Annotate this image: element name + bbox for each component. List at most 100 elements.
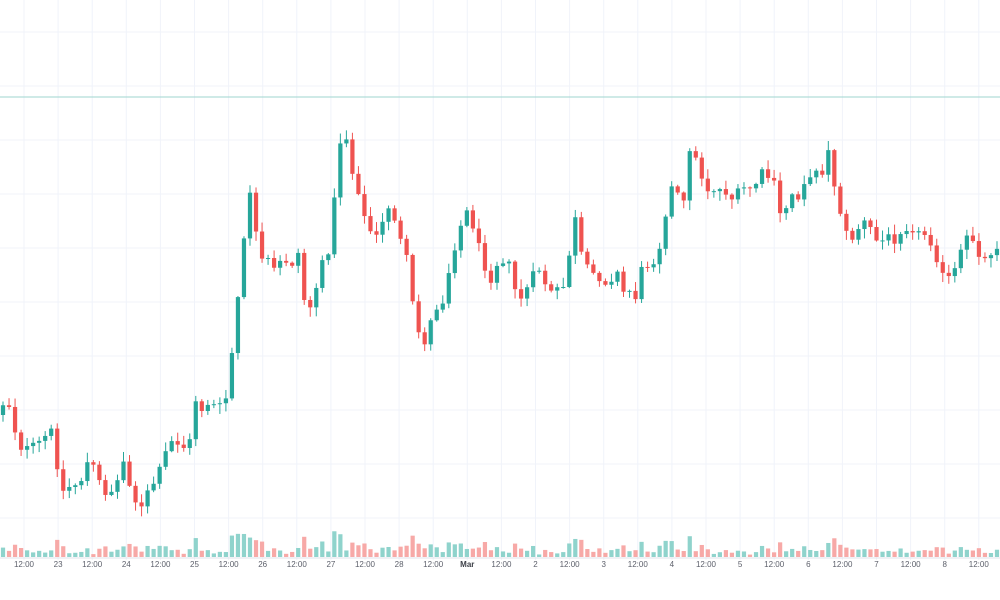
volume-bar (422, 548, 427, 557)
candle-body (193, 401, 198, 440)
candle-body (356, 173, 361, 195)
volume-bar (91, 554, 96, 557)
candle-body (49, 428, 54, 436)
volume-bar (693, 551, 698, 557)
candle-body (31, 442, 36, 447)
candle (952, 261, 957, 283)
volume-bar (55, 539, 60, 557)
volume-bar (958, 547, 963, 557)
candle-body (500, 263, 506, 266)
candle-body (259, 231, 265, 259)
volume-bar (79, 551, 84, 557)
volume-bar (904, 552, 909, 557)
candle (826, 141, 831, 182)
candle-body (657, 248, 662, 265)
candle-body (404, 238, 409, 255)
volume-bar (25, 550, 30, 557)
candle (753, 182, 759, 193)
candle (735, 184, 741, 204)
candle (916, 227, 921, 240)
volume-bar (284, 553, 289, 557)
volume-bar (525, 550, 530, 557)
candle-body (561, 286, 566, 288)
candle-body (43, 435, 48, 441)
candle (338, 133, 343, 206)
candle (392, 205, 397, 223)
candle (109, 484, 114, 497)
volume-bar (458, 543, 463, 557)
candle-body (506, 261, 512, 264)
volume-bar (537, 554, 542, 557)
candle (476, 218, 482, 252)
volume-bar (187, 549, 192, 557)
candle-body (211, 404, 216, 406)
volume-bar (229, 535, 235, 557)
candle (253, 187, 259, 241)
candle (362, 185, 367, 224)
x-tick-label: 28 (395, 560, 404, 569)
candle (976, 233, 982, 265)
candle (633, 282, 638, 304)
candle (410, 253, 415, 305)
volume-bar (476, 547, 482, 557)
candle-body (868, 220, 873, 228)
volume-bar (139, 551, 144, 557)
volume-bar (723, 550, 729, 557)
x-tick-label: 12:00 (423, 560, 444, 569)
candle-body (790, 194, 795, 209)
candle-body (850, 230, 855, 240)
candle-body (229, 353, 235, 399)
candle-body (163, 451, 168, 467)
candle-body (61, 469, 66, 491)
candle (205, 399, 210, 415)
candle-body (18, 432, 24, 450)
candle-body (621, 271, 626, 292)
candle (247, 185, 253, 246)
candle (898, 231, 903, 251)
volume-bar (790, 548, 795, 557)
volume-bar (506, 552, 512, 557)
volume-bar (567, 543, 572, 557)
candle (380, 213, 385, 243)
x-tick-label: 12:00 (628, 560, 649, 569)
volume-bar (0, 547, 6, 557)
volume-bar (555, 553, 560, 557)
candle (470, 204, 475, 233)
candle (302, 248, 307, 305)
candle-body (958, 249, 963, 269)
candle (687, 148, 692, 211)
volume-bar (561, 552, 566, 557)
candle-body (217, 403, 222, 405)
candle-body (247, 192, 253, 239)
volume-bar (12, 544, 18, 557)
candle-body (970, 235, 975, 242)
volume-bar (404, 545, 409, 557)
candle (856, 224, 861, 245)
candle (139, 494, 144, 517)
volume-bar (892, 551, 897, 557)
candle (693, 146, 698, 161)
candle-body (175, 441, 180, 445)
candle-body (609, 281, 614, 285)
volume-bar (814, 551, 819, 557)
candle (681, 191, 686, 209)
volume-bar (223, 552, 229, 557)
candle-body (458, 225, 463, 251)
volume-bar (326, 551, 331, 557)
candle-body (488, 270, 494, 283)
candle-body (862, 220, 867, 230)
candle-body (290, 262, 295, 266)
volume-bar (452, 544, 457, 557)
candle-body (115, 480, 120, 492)
candle (259, 222, 265, 263)
candle (350, 132, 355, 180)
candle (790, 193, 795, 212)
candle (844, 209, 849, 240)
candle-body (531, 271, 536, 288)
volume-bar (657, 545, 662, 557)
volume-bar (217, 551, 222, 557)
volume-bar (392, 550, 397, 557)
volume-bar (808, 549, 813, 557)
volume-bar (446, 542, 451, 557)
